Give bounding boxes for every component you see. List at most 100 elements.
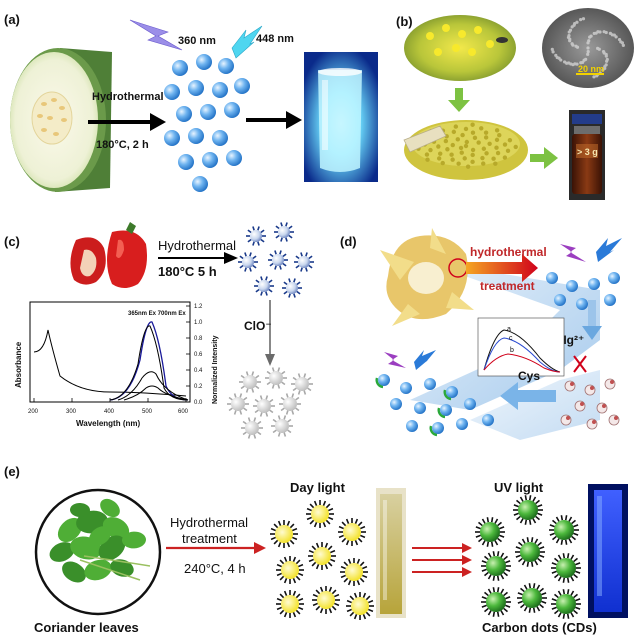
spiky-carbon-dot	[294, 252, 314, 272]
plot-xtick-2: 400	[104, 409, 115, 415]
pomelo-peel-photo	[380, 228, 474, 326]
panel-d-hg-arrow	[582, 300, 602, 340]
panel-a-conditions: 180°C, 2 h	[96, 139, 149, 151]
product-bottle	[569, 110, 605, 200]
red-pepper-photo	[70, 222, 147, 288]
emission-curve-3	[117, 371, 189, 401]
uv-light-carbon-dot	[551, 553, 581, 583]
panel-e: (e) Coriander leaves Hydrothermal treatm…	[4, 464, 628, 635]
spiky-carbon-dot	[282, 278, 302, 298]
carbon-dot	[164, 84, 180, 100]
uv-light-carbon-dot	[517, 583, 547, 613]
quencher-label: ClO⁻	[244, 319, 272, 333]
uv-light-carbon-dot	[513, 495, 543, 525]
bottle-label: > 3 g	[577, 147, 598, 157]
uv-light-dots	[475, 495, 581, 619]
recovered-dot	[437, 404, 452, 419]
day-light-carbon-dot	[270, 520, 298, 548]
day-light-carbon-dot	[276, 556, 304, 584]
plot-xtick-1: 300	[66, 409, 77, 415]
rapeseed-flower-photo	[404, 15, 516, 81]
carbon-dot	[212, 82, 228, 98]
carbon-dot	[224, 102, 240, 118]
panel-a-arrow-2	[246, 111, 302, 129]
panel-c-label: (c)	[4, 234, 20, 249]
day-light-carbon-dot	[308, 542, 336, 570]
recovered-dot	[456, 418, 468, 430]
plot-rtick-5: 1.0	[194, 320, 203, 326]
panel-d-step-line1: hydrothermal	[470, 245, 547, 259]
tem-scale-bar: 20 nm	[578, 64, 604, 74]
panel-e-step-line1: Hydrothermal	[170, 515, 248, 530]
panel-c-quenched-dots	[227, 367, 313, 439]
day-light-carbon-dot	[340, 558, 368, 586]
quenched-dot	[241, 417, 263, 439]
recovered-dot	[390, 398, 402, 410]
excitation-bolt-icon	[129, 19, 183, 51]
carbon-dot	[202, 152, 218, 168]
panel-a-label: (a)	[4, 12, 20, 27]
panel-e-arrow	[166, 542, 266, 554]
coriander-caption: Coriander leaves	[34, 620, 139, 635]
day-light-label: Day light	[290, 480, 346, 495]
curve-label-b: b	[510, 347, 514, 354]
carbon-dot	[178, 154, 194, 170]
plot-rtick-6: 1.2	[194, 304, 203, 310]
panel-a-step: Hydrothermal	[92, 91, 164, 103]
day-light-carbon-dot	[306, 500, 334, 528]
panel-d-quenched-dots	[560, 378, 620, 430]
wax-gourd-slice	[10, 48, 112, 192]
spiky-carbon-dot	[238, 252, 258, 272]
panel-d-bolt-4-icon	[414, 350, 436, 370]
carbon-dot	[576, 298, 588, 310]
carbon-dot	[200, 104, 216, 120]
bee-icon	[496, 37, 508, 43]
panel-c-carbon-dots	[238, 222, 314, 298]
quenched-dot	[271, 415, 293, 437]
panel-e-label: (e)	[4, 464, 20, 479]
panel-c-conditions: 180°C 5 h	[158, 264, 217, 279]
quenched-dot	[239, 371, 261, 393]
uv-light-carbon-dot	[515, 537, 545, 567]
fluorescent-beaker	[304, 52, 378, 182]
curve-label-c: c	[509, 335, 513, 342]
emission-curve-1	[109, 321, 189, 401]
carbon-dots-caption: Carbon dots (CDs)	[482, 620, 597, 635]
carbon-dot	[608, 272, 620, 284]
spiky-carbon-dot	[274, 222, 294, 242]
carbon-dot	[218, 58, 234, 74]
pl-intensity-plot	[477, 317, 565, 377]
plot-xtick-4: 600	[178, 409, 189, 415]
recovered-dot	[424, 378, 436, 390]
panel-a-arrow-1	[88, 113, 166, 131]
quenched-dot	[596, 402, 608, 414]
spiky-carbon-dot	[268, 250, 288, 270]
panel-b-label: (b)	[396, 14, 413, 29]
day-light-carbon-dot	[276, 590, 304, 618]
emission-bolt-icon	[231, 25, 263, 59]
carbon-dot	[196, 54, 212, 70]
panel-e-conditions: 240°C, 4 h	[184, 561, 246, 576]
uv-light-carbon-dot	[481, 551, 511, 581]
carbon-dot	[176, 106, 192, 122]
panel-c-arrow	[158, 252, 238, 264]
emission-wavelength: 448 nm	[256, 33, 294, 45]
carbon-dot	[588, 278, 600, 290]
carbon-dot	[212, 130, 228, 146]
carbon-dot	[566, 280, 578, 292]
carbon-dot	[554, 294, 566, 306]
recovered-dot	[482, 414, 494, 426]
spiky-carbon-dot	[246, 226, 266, 246]
day-light-dots	[270, 500, 374, 620]
panel-d-label: (d)	[340, 234, 357, 249]
quenched-dot	[584, 384, 596, 396]
recovered-dot	[414, 402, 426, 414]
recovered-dot	[464, 398, 476, 410]
recovered-dot	[375, 374, 390, 389]
carbon-dot	[546, 272, 558, 284]
spiky-carbon-dot	[254, 276, 274, 296]
quenched-dot	[265, 367, 287, 389]
uv-light-carbon-dot	[481, 587, 511, 617]
scoop-icon	[403, 125, 447, 153]
plot-rtick-3: 0.6	[194, 352, 203, 358]
